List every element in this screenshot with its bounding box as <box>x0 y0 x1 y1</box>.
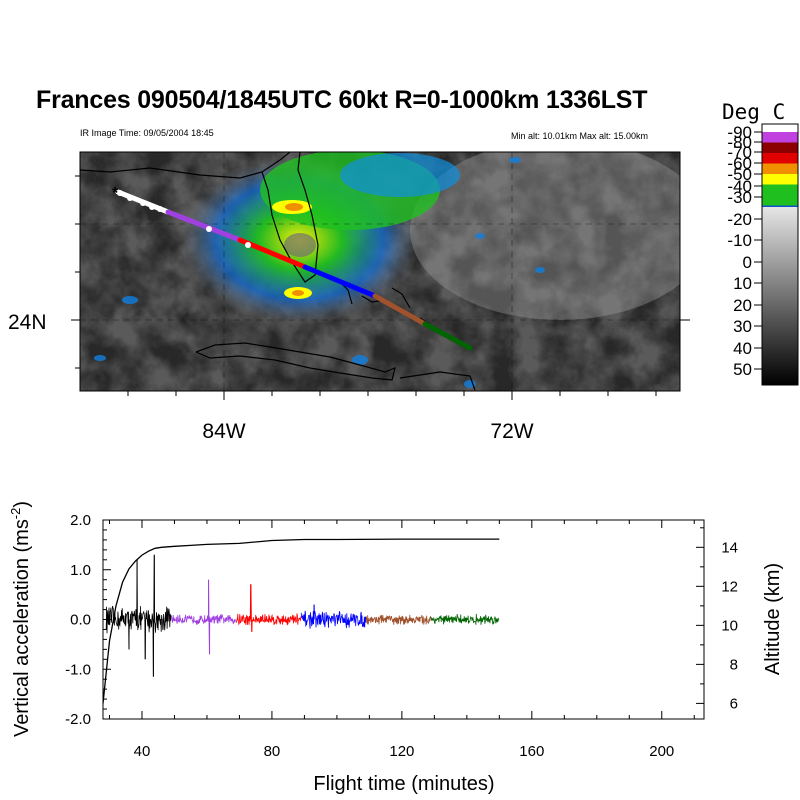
y2-tick-label: 14 <box>721 539 738 556</box>
x-axis: 40 80 120 160 200 <box>108 520 695 760</box>
cloud-band-east <box>410 152 680 320</box>
colorbar-tick-label: 0 <box>743 253 752 272</box>
acceleration-series <box>105 554 500 677</box>
map-ticks <box>71 175 690 400</box>
x-tick-label: 200 <box>649 743 674 760</box>
acceleration-segment-4 <box>300 604 367 629</box>
y2-axis: 6 8 10 12 14 <box>696 527 738 712</box>
scattered-cells <box>94 157 545 388</box>
y2-tick-label: 6 <box>730 695 738 712</box>
x-tick-label: 40 <box>134 743 151 760</box>
ir-image-time: IR Image Time: 09/05/2004 18:45 <box>80 128 214 138</box>
colorbar-tick-label: -30 <box>727 188 752 207</box>
colorbar-swatch <box>762 142 798 153</box>
acceleration-segment-3 <box>235 584 302 632</box>
altitude-range: Min alt: 10.01km Max alt: 15.00km <box>511 131 649 141</box>
y-tick-label: 1.0 <box>70 562 91 579</box>
x-axis-label: Flight time (minutes) <box>313 773 494 795</box>
colorbar-swatch <box>762 132 798 143</box>
colorbar-gray-ramp <box>762 207 798 385</box>
acceleration-segment-6 <box>430 613 500 625</box>
lon-label-84w: 84W <box>202 420 245 443</box>
colorbar-tick-label: -80 <box>727 133 752 152</box>
launch-marker: * <box>112 185 119 202</box>
lon-label-72w: 72W <box>490 420 533 443</box>
coastlines <box>80 152 476 391</box>
acceleration-segment-2 <box>171 579 237 655</box>
storm-core-orange <box>285 203 303 211</box>
y2-tick-label: 8 <box>730 656 738 673</box>
colorbar-swatch <box>762 174 798 185</box>
altitude-line <box>102 538 500 704</box>
colorbar-tick-label: 20 <box>733 296 752 315</box>
colorbar-tick-label: -60 <box>727 154 752 173</box>
y2-tick-label: 10 <box>721 617 738 634</box>
acceleration-segment-1 <box>105 554 172 677</box>
y-tick-label: -1.0 <box>65 661 91 678</box>
colorbar-unit-label: Deg C <box>722 100 786 124</box>
x-tick-label: 160 <box>519 743 544 760</box>
colorbar-swatch-top <box>762 124 798 132</box>
colorbar-tick-label: 50 <box>733 360 752 379</box>
y-axis-label-close: ) <box>11 501 33 508</box>
colorbar-tick-label: 10 <box>733 274 752 293</box>
colorbar-tick-label: -10 <box>727 231 752 250</box>
chart-title: Frances 090504/1845UTC 60kt R=0-1000km 1… <box>36 86 648 114</box>
colorbar-tick-label: 30 <box>733 317 752 336</box>
y-axis-label: Vertical acceleration (ms-2) <box>8 501 33 737</box>
acceleration-segment-5 <box>365 614 432 625</box>
colorbar-tick-label: 40 <box>733 339 752 358</box>
y2-tick-label: 12 <box>721 578 738 595</box>
y-axis: 2.0 1.0 0.0 -1.0 -2.0 <box>65 512 111 728</box>
track-waypoints <box>117 190 251 248</box>
colorbar-tick-label: -90 <box>727 123 752 142</box>
storm-eye <box>284 233 316 257</box>
colorbar-tick-label: -70 <box>727 143 752 162</box>
x-tick-label: 120 <box>389 743 414 760</box>
colorbar-frame <box>761 123 799 386</box>
y-tick-label: 0.0 <box>70 612 91 629</box>
y-tick-label: -2.0 <box>65 711 91 728</box>
y2-axis-label: Altitude (km) <box>762 563 784 675</box>
colorbar-tick-label: -20 <box>727 210 752 229</box>
x-tick-label: 80 <box>264 743 281 760</box>
y-tick-label: 2.0 <box>70 512 91 529</box>
colorbar-ticks: -90-80-70-60-50-40-30 -20 -10 0 10 20 30 40 50 <box>727 123 762 379</box>
colorbar-swatch <box>762 184 798 206</box>
colorbar-tick-label: -50 <box>727 165 752 184</box>
lat-label-24n: 24N <box>8 311 47 334</box>
colorbar-swatch <box>762 163 798 174</box>
colorbar-tick-label: -40 <box>727 177 752 196</box>
graticule <box>80 152 680 391</box>
y-axis-label-superscript: -2 <box>8 508 23 520</box>
storm-south-orange <box>292 290 304 296</box>
colorbar-swatch <box>762 153 798 164</box>
storm-blue-north <box>340 153 460 197</box>
